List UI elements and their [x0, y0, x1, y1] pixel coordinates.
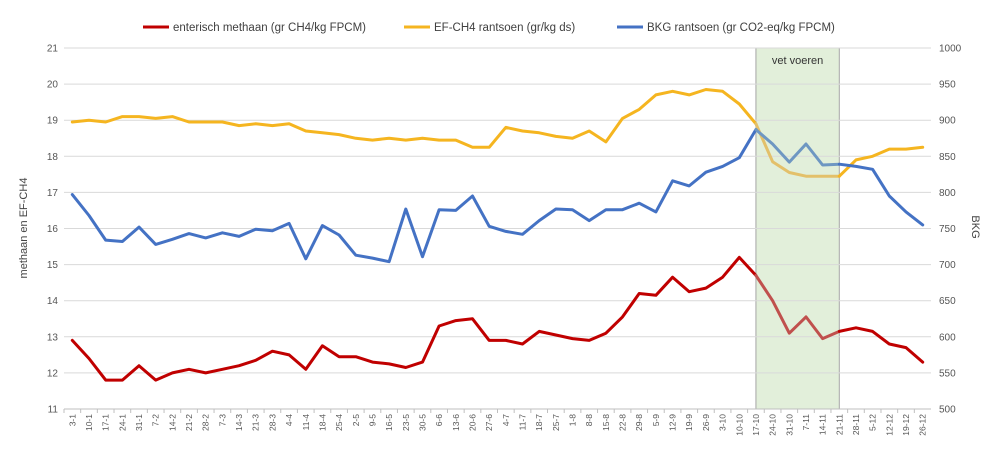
y-tick-right: 1000: [939, 44, 962, 55]
series-lines: [70, 88, 925, 382]
legend-entry-2: EF-CH4 rantsoen (gr/kg ds): [434, 22, 575, 34]
x-tick-label: 2-5: [351, 414, 361, 427]
y-tick-right: 700: [939, 260, 956, 271]
x-tick-label: 12-9: [668, 414, 678, 431]
x-tick-label: 31-1: [134, 414, 144, 431]
axes: 11 500 12 550 13 600 14 650 15 700 16 750 17 800 18 850…: [47, 44, 962, 436]
x-tick-label: 14-11: [818, 414, 828, 435]
x-tick-label: 13-6: [451, 414, 461, 431]
x-tick-label: 6-6: [434, 414, 444, 427]
x-tick-label: 27-6: [484, 414, 494, 431]
x-tick-label: 25-7: [551, 414, 561, 431]
y-tick-left: 17: [47, 188, 59, 199]
legend-entry-3: BKG rantsoen (gr CO2-eq/kg FPCM): [647, 22, 835, 34]
y-tick-right: 550: [939, 368, 956, 379]
x-tick-label: 9-5: [367, 414, 377, 427]
x-tick-label: 18-7: [534, 414, 544, 431]
x-tick-label: 28-3: [267, 414, 277, 431]
y-axis-label-left: methaan en EF-CH4: [18, 178, 30, 279]
x-tick-label: 12-12: [884, 414, 894, 436]
x-tick-label: 28-2: [201, 414, 211, 431]
x-tick-label: 7-2: [151, 414, 161, 427]
x-tick-label: 19-12: [901, 414, 911, 436]
y-axis-label-right: BKG: [969, 215, 981, 238]
y-tick-left: 13: [47, 332, 59, 343]
y-tick-left: 16: [47, 224, 59, 235]
x-tick-label: 23-5: [401, 414, 411, 431]
series-line-3: [70, 128, 758, 264]
y-tick-left: 19: [47, 116, 59, 127]
x-tick-label: 17-1: [101, 414, 111, 431]
x-tick-label: 20-6: [467, 414, 477, 431]
x-tick-label: 11-4: [301, 414, 311, 431]
x-tick-label: 21-3: [251, 414, 261, 431]
x-tick-label: 1-8: [568, 414, 578, 427]
series-line-1-after: [837, 326, 925, 364]
x-tick-label: 29-8: [634, 414, 644, 431]
series-line-2-highlight: [754, 122, 841, 178]
y-tick-right: 850: [939, 152, 956, 163]
x-tick-label: 28-11: [851, 414, 861, 435]
x-tick-label: 10-1: [84, 414, 94, 431]
y-tick-left: 15: [47, 260, 59, 271]
x-tick-label: 19-9: [684, 414, 694, 431]
y-tick-right: 750: [939, 224, 956, 235]
x-tick-label: 14-3: [234, 414, 244, 431]
y-tick-left: 20: [47, 80, 59, 91]
x-tick-label: 8-8: [584, 414, 594, 427]
y-tick-right: 950: [939, 80, 956, 91]
x-tick-label: 14-2: [167, 414, 177, 431]
x-tick-label: 7-3: [217, 414, 227, 427]
annotation-label: vet voeren: [772, 55, 823, 67]
y-tick-left: 14: [47, 296, 59, 307]
y-tick-right: 600: [939, 332, 956, 343]
x-tick-label: 22-8: [618, 414, 628, 431]
x-tick-label: 26-12: [918, 414, 928, 436]
x-tick-label: 16-5: [384, 414, 394, 431]
gridlines: [64, 47, 931, 410]
series-line-1-highlight: [754, 273, 841, 341]
x-tick-label: 25-4: [334, 414, 344, 431]
x-tick-label: 21-11: [834, 414, 844, 435]
series-line-2-after: [837, 145, 925, 178]
series-line-3-after: [837, 162, 925, 227]
legend-entry-1: enterisch methaan (gr CH4/kg FPCM): [173, 22, 366, 34]
y-tick-right: 800: [939, 188, 956, 199]
x-tick-label: 7-11: [801, 414, 811, 431]
series-line-3-highlight: [754, 128, 841, 167]
x-tick-label: 3-10: [718, 414, 728, 431]
y-tick-left: 11: [48, 405, 59, 416]
x-tick-label: 4-4: [284, 414, 294, 427]
y-tick-right: 900: [939, 116, 956, 127]
x-tick-label: 26-9: [701, 414, 711, 431]
x-tick-label: 10-10: [734, 414, 744, 436]
x-tick-label: 30-5: [417, 414, 427, 431]
series-line-1: [70, 255, 758, 382]
x-tick-label: 4-7: [501, 414, 511, 427]
x-tick-label: 15-8: [601, 414, 611, 431]
x-tick-label: 5-12: [868, 414, 878, 431]
x-tick-label: 18-4: [317, 414, 327, 431]
y-tick-right: 650: [939, 296, 956, 307]
legend: enterisch methaan (gr CH4/kg FPCM) EF-CH4…: [143, 22, 835, 34]
x-tick-label: 24-1: [117, 414, 127, 431]
x-tick-label: 17-10: [751, 414, 761, 436]
x-tick-label: 3-1: [67, 414, 77, 427]
x-tick-label: 21-2: [184, 414, 194, 431]
x-tick-label: 31-10: [784, 414, 794, 436]
x-tick-label: 24-10: [768, 414, 778, 436]
x-tick-label: 5-9: [651, 414, 661, 427]
x-tick-label: 11-7: [518, 414, 528, 431]
series-line-2: [70, 88, 758, 149]
y-tick-left: 12: [47, 368, 59, 379]
y-tick-left: 21: [47, 44, 59, 55]
y-tick-left: 18: [47, 152, 59, 163]
y-tick-right: 500: [939, 405, 956, 416]
